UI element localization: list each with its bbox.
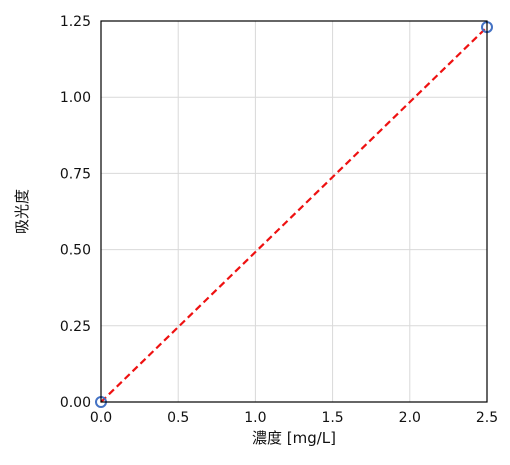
x-tick-label: 0.0 <box>90 410 112 426</box>
x-tick-label: 0.5 <box>167 410 189 426</box>
series-layer <box>95 21 493 408</box>
grid-lines <box>101 21 487 402</box>
x-axis-label: 濃度 [mg/L] <box>252 429 336 447</box>
trend-line <box>100 26 488 403</box>
x-tick-label: 2.0 <box>399 410 421 426</box>
y-tick-label: 0.25 <box>60 319 91 335</box>
y-tick-label: 0.00 <box>60 395 91 411</box>
plot-frame <box>100 20 488 403</box>
y-tick-label: 0.50 <box>60 243 91 259</box>
x-tick-label: 1.0 <box>244 410 266 426</box>
y-tick-label: 1.00 <box>60 90 91 106</box>
y-tick-labels: 0.00 0.25 0.50 0.75 1.00 1.25 <box>60 14 91 411</box>
x-tick-labels: 0.0 0.5 1.0 1.5 2.0 2.5 <box>90 410 498 426</box>
y-axis-label: 吸光度 <box>13 189 31 234</box>
y-tick-label: 1.25 <box>60 14 91 30</box>
x-tick-label: 2.5 <box>476 410 498 426</box>
x-tick-label: 1.5 <box>321 410 343 426</box>
y-tick-label: 0.75 <box>60 166 91 182</box>
